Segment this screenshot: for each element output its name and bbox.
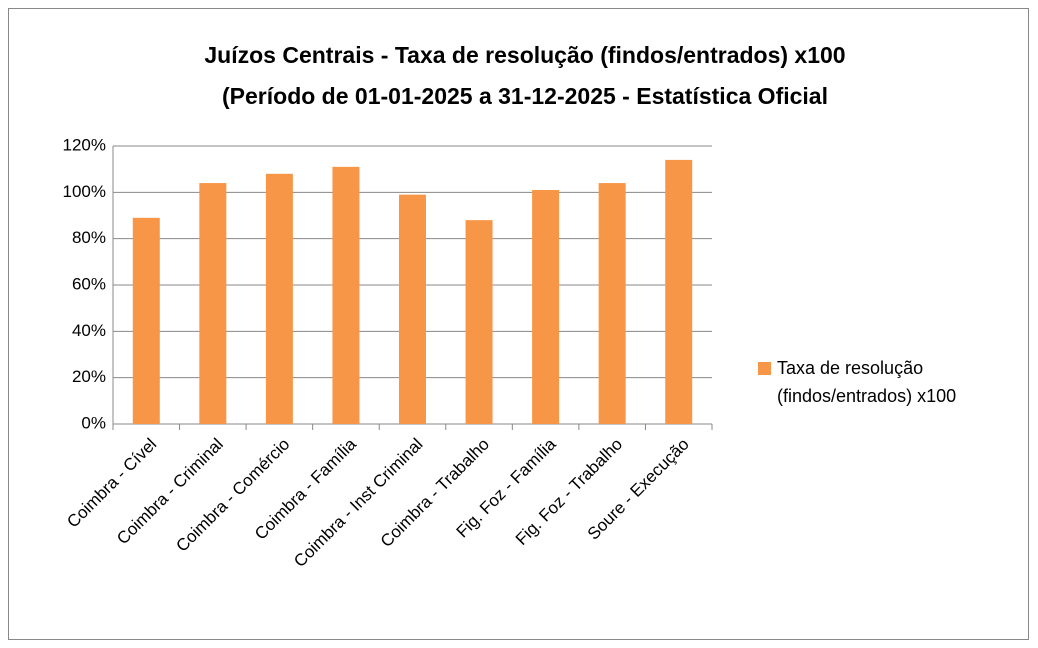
legend-label: Taxa de resolução (findos/entrados) x100 bbox=[777, 358, 957, 406]
y-tick-label: 120% bbox=[63, 135, 106, 154]
y-tick-label: 60% bbox=[72, 274, 106, 293]
y-tick-label: 80% bbox=[72, 228, 106, 247]
bar bbox=[332, 166, 360, 424]
chart-title: (Período de 01-01-2025 a 31-12-2025 - Es… bbox=[222, 83, 828, 109]
bar bbox=[532, 190, 560, 424]
bar bbox=[465, 220, 493, 424]
chart-frame bbox=[8, 8, 1029, 640]
bar bbox=[598, 183, 626, 424]
bar bbox=[265, 173, 293, 424]
bar bbox=[132, 217, 160, 424]
legend-swatch bbox=[758, 362, 771, 375]
y-tick-label: 0% bbox=[81, 413, 106, 432]
y-tick-label: 40% bbox=[72, 321, 106, 340]
bar bbox=[665, 159, 693, 424]
y-tick-label: 100% bbox=[63, 182, 106, 201]
chart-title: Juízos Centrais - Taxa de resolução (fin… bbox=[204, 42, 845, 68]
bar bbox=[399, 194, 426, 424]
y-tick-label: 20% bbox=[72, 367, 106, 386]
legend: Taxa de resolução (findos/entrados) x100 bbox=[758, 354, 1018, 410]
bar bbox=[199, 183, 227, 424]
